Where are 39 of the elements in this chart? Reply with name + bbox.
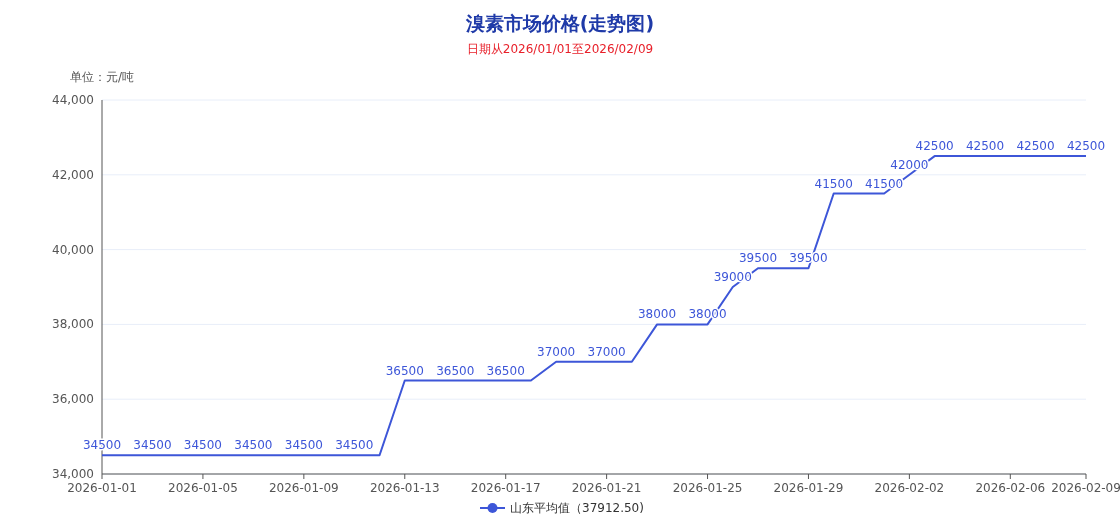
data-label: 34500	[234, 438, 273, 453]
data-label: 39500	[738, 251, 778, 266]
x-tick-label: 2026-01-25	[672, 481, 743, 495]
y-tick-label: 38,000	[52, 317, 94, 332]
chart-title: 溴素市场价格(走势图)	[464, 12, 655, 34]
data-label: 42500	[1016, 139, 1055, 154]
x-tick-label: 2026-01-13	[369, 481, 440, 495]
x-tick-label: 2026-01-21	[571, 481, 642, 495]
legend-label: 山东平均值（37912.50)	[510, 501, 644, 515]
y-tick-label: 36,000	[52, 392, 94, 407]
x-tick-label: 2026-01-01	[67, 481, 137, 495]
y-tick-label: 42,000	[52, 167, 94, 182]
data-label: 37000	[537, 344, 576, 359]
data-label: 36500	[385, 363, 424, 378]
y-tick-label: 40,000	[52, 242, 94, 257]
y-tick-label: 34,000	[52, 467, 94, 481]
y-tick-label: 44,000	[52, 93, 94, 107]
data-label: 41500	[814, 176, 853, 191]
data-label: 36500	[436, 363, 475, 378]
x-tick-label: 2026-02-09	[1051, 481, 1120, 495]
x-tick-label: 2026-02-06	[975, 481, 1046, 495]
data-label: 37000	[587, 344, 626, 359]
x-tick-label: 2026-01-29	[773, 481, 844, 495]
data-label: 34500	[284, 438, 323, 453]
chart-subtitle: 日期从2026/01/01至2026/02/09	[466, 42, 654, 56]
data-label: 42500	[965, 139, 1005, 154]
data-label: 38000	[637, 307, 677, 322]
data-label: 42500	[915, 139, 954, 154]
data-label: 34500	[183, 438, 223, 453]
data-label: 34500	[133, 438, 172, 453]
x-tick-label: 2026-02-02	[874, 481, 945, 495]
data-label: 34500	[82, 438, 122, 453]
y-axis-title: 单位：元/吨	[69, 70, 135, 84]
x-tick-label: 2026-01-05	[168, 481, 238, 495]
data-label: 36500	[486, 363, 525, 378]
data-label: 42500	[1066, 139, 1106, 154]
data-label: 34500	[335, 438, 374, 453]
x-tick-label: 2026-01-09	[268, 481, 339, 495]
x-tick-label: 2026-01-17	[470, 481, 541, 495]
